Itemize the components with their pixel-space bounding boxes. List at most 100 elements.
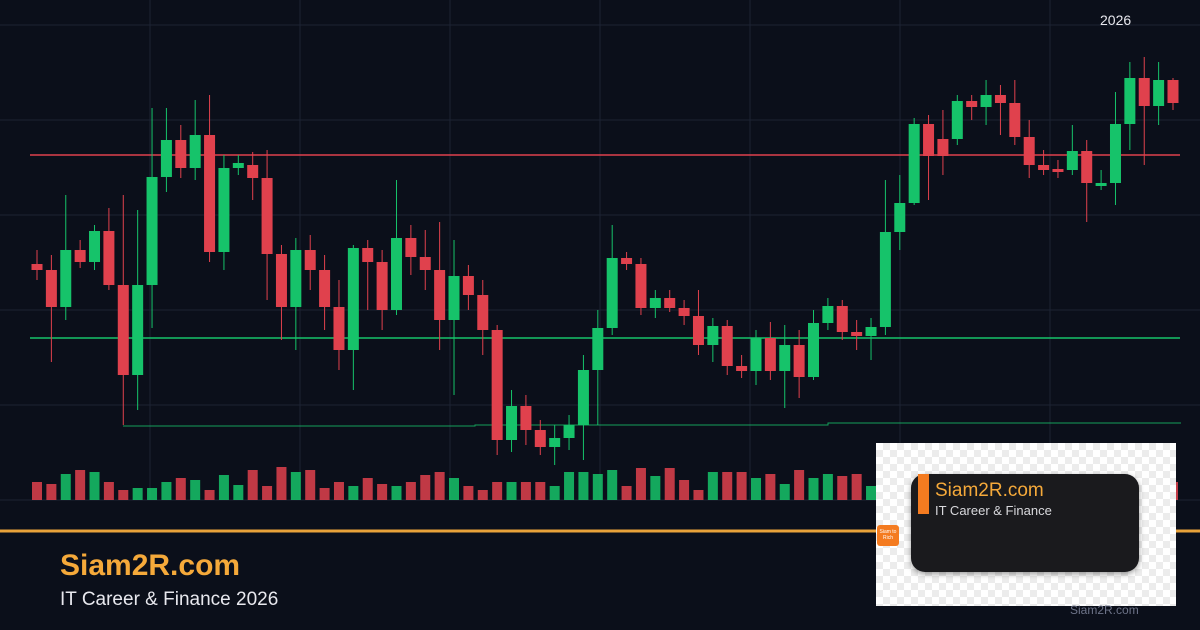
candle-body xyxy=(74,250,86,262)
candle-body xyxy=(1109,124,1121,183)
candle-body xyxy=(491,330,503,440)
candle-body xyxy=(635,264,647,308)
candle-body xyxy=(534,430,546,447)
volume-bar xyxy=(276,467,287,500)
brand-name: Siam2R.com xyxy=(60,549,241,582)
volume-bar xyxy=(262,486,273,500)
candle-body xyxy=(951,101,963,139)
volume-bar xyxy=(218,475,229,500)
candle-body xyxy=(750,338,762,371)
volume-bar xyxy=(405,482,416,500)
volume-bar xyxy=(290,472,301,500)
candle-body xyxy=(232,163,244,168)
candle-body xyxy=(419,257,431,270)
candle-body xyxy=(506,406,518,440)
candle-body xyxy=(390,238,402,310)
candle-body xyxy=(822,306,834,323)
volume-bar xyxy=(333,482,344,500)
volume-bar xyxy=(434,472,445,500)
candle-body xyxy=(376,262,388,310)
trend-line xyxy=(123,422,1181,427)
candle-body xyxy=(89,231,101,262)
candle-body xyxy=(362,248,374,262)
candle-body xyxy=(132,285,144,375)
candle-body xyxy=(865,327,877,336)
candle-body xyxy=(621,258,633,264)
logo-icon: Siam to Rich xyxy=(877,525,899,546)
candle-body xyxy=(275,254,287,307)
volume-bar xyxy=(420,475,431,500)
volume-bar xyxy=(75,470,86,500)
candle-body xyxy=(319,270,331,307)
volume-bar xyxy=(635,468,646,500)
candle-body xyxy=(1138,78,1150,106)
candle-body xyxy=(1023,137,1035,165)
candle-body xyxy=(966,101,978,107)
candle-body xyxy=(204,135,216,252)
card-name: Siam2R.com xyxy=(935,480,1044,501)
candle-body xyxy=(678,308,690,316)
volume-bar xyxy=(233,485,244,500)
volume-bar xyxy=(592,474,603,500)
candle-body xyxy=(707,326,719,345)
candle-body xyxy=(448,276,460,320)
volume-bar xyxy=(578,472,589,500)
candle-body xyxy=(1095,183,1107,186)
candle-body xyxy=(836,306,848,332)
candle-body xyxy=(894,203,906,232)
volume-bar xyxy=(319,488,330,500)
volume-bar xyxy=(147,488,158,500)
volume-bar xyxy=(664,468,675,500)
candle-body xyxy=(462,276,474,295)
candle-body xyxy=(721,326,733,366)
candle-body xyxy=(1052,169,1064,172)
candle-body xyxy=(649,298,661,308)
candle-body xyxy=(146,177,158,285)
volume-bar xyxy=(535,482,546,500)
volume-bar xyxy=(693,490,704,500)
volume-bar xyxy=(707,472,718,500)
volume-bar xyxy=(190,480,201,500)
year-label: 2026 xyxy=(1100,12,1132,28)
volume-bar xyxy=(794,470,805,500)
candle-body xyxy=(994,95,1006,103)
volume-bar xyxy=(736,472,747,500)
volume-bar xyxy=(564,472,575,500)
volume-bar xyxy=(391,486,402,500)
candle-body xyxy=(160,140,172,177)
volume-bar xyxy=(650,476,661,500)
candle-body xyxy=(606,258,618,328)
volume-bar xyxy=(161,482,172,500)
volume-bar xyxy=(46,484,57,500)
candle-body xyxy=(45,270,57,307)
candle-body xyxy=(980,95,992,107)
candle-body xyxy=(764,338,776,371)
logo-panel xyxy=(911,474,1139,572)
volume-bar xyxy=(822,474,833,500)
candle-body xyxy=(592,328,604,370)
volume-bar xyxy=(549,486,560,500)
volume-bar xyxy=(89,472,100,500)
candle-body xyxy=(692,316,704,345)
candle-body xyxy=(405,238,417,257)
volume-bar xyxy=(377,484,388,500)
logo-card: Siam2R.com IT Career & Finance Siam to R… xyxy=(876,443,1176,606)
volume-bar xyxy=(132,488,143,500)
candle-body xyxy=(247,165,259,178)
volume-bar xyxy=(449,478,460,500)
candle-body xyxy=(1124,78,1136,124)
candle-body xyxy=(664,298,676,308)
volume-bar xyxy=(750,478,761,500)
volume-bar xyxy=(103,482,114,500)
candle-body xyxy=(189,135,201,168)
candle-body xyxy=(549,438,561,447)
volume-bar xyxy=(679,480,690,500)
candle-body xyxy=(347,248,359,350)
candle-body xyxy=(31,264,43,270)
volume-bar xyxy=(837,476,848,500)
volume-bar xyxy=(808,478,819,500)
volume-bar xyxy=(118,490,129,500)
volume-bar xyxy=(305,470,316,500)
candle-body xyxy=(923,124,935,156)
volume-bar xyxy=(866,486,877,500)
